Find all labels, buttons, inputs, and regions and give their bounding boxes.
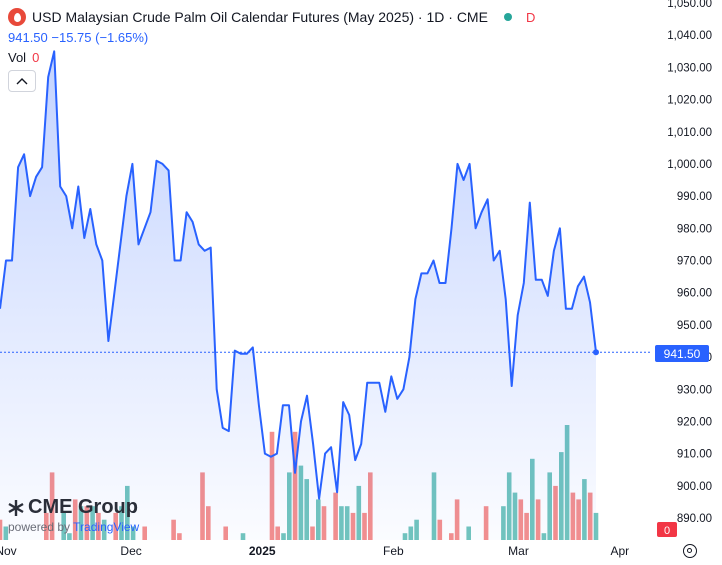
price-tick-label: 1,050.00 — [667, 0, 712, 10]
volume-label-text: Vol — [8, 50, 27, 65]
price-tick-label: 980.00 — [677, 223, 712, 235]
watermark-brand: CME Group — [28, 496, 138, 518]
price-tick-label: 1,030.00 — [667, 62, 712, 74]
price-tick-label: 990.00 — [677, 191, 712, 203]
price-tick-label: 970.00 — [677, 256, 712, 268]
volume-value: 0 — [32, 50, 40, 65]
price-axis[interactable]: 1,050.00 1,040.00 1,030.00 1,020.00 1,010.00… — [667, 0, 712, 525]
svg-text:941.50: 941.50 — [664, 347, 701, 361]
price-tick-label: 1,040.00 — [667, 30, 712, 42]
price-tick-label: 910.00 — [677, 449, 712, 461]
price-tick-label: 1,020.00 — [667, 95, 712, 107]
time-tick-label: 2025 — [249, 544, 276, 558]
volume-label: 0 — [657, 522, 677, 537]
watermark-tv-brand: TradingView — [73, 520, 140, 534]
time-tick-label: Mar — [508, 544, 529, 558]
price-change: −15.75 — [51, 30, 92, 45]
price-tick-label: 900.00 — [677, 481, 712, 493]
price-tick-label: 1,000.00 — [667, 159, 712, 171]
time-axis[interactable]: Nov Dec 2025 Feb Mar Apr — [0, 544, 629, 558]
last-price-label: 941.50 — [655, 345, 709, 362]
price-tick-label: 950.00 — [677, 320, 712, 332]
time-tick-label: Dec — [120, 544, 141, 558]
palm-oil-logo-icon — [8, 8, 26, 26]
price-tick-label: 960.00 — [677, 288, 712, 300]
price-quote: 941.50 −15.75 (−1.65%) — [8, 30, 148, 45]
price-tick-label: 920.00 — [677, 416, 712, 428]
volume-legend: Vol 0 — [8, 50, 39, 65]
time-tick-label: Feb — [383, 544, 404, 558]
svg-text:0: 0 — [664, 525, 670, 537]
time-tick-label: Apr — [610, 544, 629, 558]
price-change-percent: (−1.65%) — [95, 30, 149, 45]
price-line — [0, 50, 597, 500]
delayed-badge[interactable]: D — [525, 9, 536, 25]
market-status-icon[interactable] — [503, 13, 512, 21]
price-tick-label: 890.00 — [677, 513, 712, 525]
price-tick-label: 1,010.00 — [667, 127, 712, 139]
price-tick-label: 930.00 — [677, 384, 712, 396]
time-tick-label: Nov — [0, 544, 17, 558]
settings-gear-icon[interactable] — [683, 544, 697, 558]
collapse-legend-button[interactable] — [8, 70, 36, 92]
watermark: CME Group powered by TradingView — [8, 496, 139, 534]
chevron-up-icon — [16, 78, 28, 85]
last-price: 941.50 — [8, 30, 48, 45]
price-area-fill — [0, 51, 596, 541]
symbol-title[interactable]: USD Malaysian Crude Palm Oil Calendar Fu… — [32, 9, 488, 25]
chart-header: USD Malaysian Crude Palm Oil Calendar Fu… — [8, 8, 535, 26]
cme-logo-icon — [8, 499, 24, 517]
last-price-dot — [593, 349, 599, 356]
watermark-powered: powered by — [8, 520, 71, 534]
